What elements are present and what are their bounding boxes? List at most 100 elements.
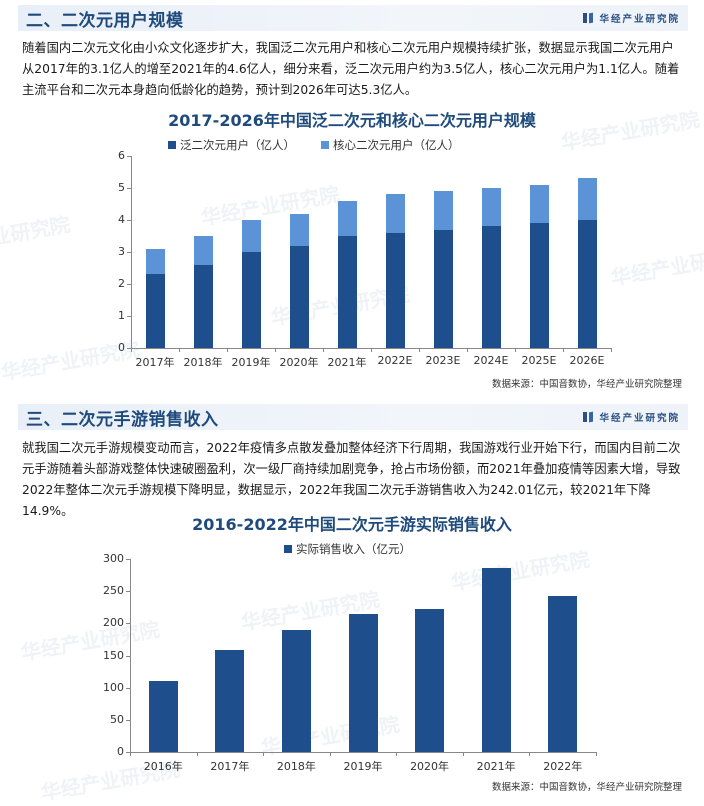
bar [193, 236, 213, 265]
bar [548, 596, 578, 752]
y-tick [127, 316, 131, 317]
bar [348, 613, 378, 752]
x-tick [371, 348, 372, 352]
x-tick-label: 2026E [569, 354, 605, 367]
x-tick-label: 2025E [521, 354, 557, 367]
x-tick [529, 752, 531, 756]
section-header-mobile-game-revenue: 三、二次元手游销售收入 华经产业研究院 [18, 404, 688, 430]
x-tick [515, 348, 516, 352]
watermark: 业研究院 [0, 212, 72, 250]
y-tick-label: 250 [103, 584, 124, 598]
x-tick [419, 348, 420, 352]
bar [148, 681, 178, 752]
x-tick [131, 348, 132, 352]
legend-label: 泛二次元用户（亿人） [180, 138, 295, 152]
x-tick-label: 2021年 [327, 356, 367, 369]
y-tick [126, 623, 130, 625]
y-tick-label: 5 [118, 181, 125, 194]
x-tick-label: 2018年 [183, 356, 223, 369]
watermark: 华经产业研究院 [609, 242, 704, 290]
y-tick [126, 559, 130, 560]
chart-legend: 实际销售收入（亿元） [284, 541, 411, 557]
x-tick-label: 2018年 [276, 760, 316, 773]
section-paragraph: 随着国内二次元文化由小众文化逐步扩大，我国泛二次元用户和核心二次元用户规模持续扩… [22, 41, 680, 97]
x-tick-label: 2019年 [231, 356, 271, 369]
chart-title: 2016-2022年中国二次元手游实际销售收入 [192, 515, 512, 534]
x-tick [467, 348, 468, 352]
x-tick-label: 2020年 [410, 760, 450, 773]
bar [385, 194, 405, 233]
legend-swatch [168, 141, 176, 149]
bar [241, 252, 261, 348]
bar [145, 248, 165, 275]
y-tick-label: 0 [117, 745, 124, 758]
watermark: 华经产业研究院 [19, 617, 162, 665]
x-tick-label: 2022年 [543, 760, 583, 773]
x-tick [329, 752, 331, 756]
y-tick-label: 50 [110, 712, 124, 726]
x-tick-label: 2024E [473, 354, 509, 367]
brand-logo: 华经产业研究院 [583, 410, 680, 424]
brand-name: 华经产业研究院 [599, 413, 680, 424]
x-tick [179, 348, 180, 352]
y-tick-label: 100 [103, 680, 124, 694]
bar [481, 568, 511, 752]
bar [289, 213, 309, 246]
y-tick [127, 252, 131, 253]
x-tick-label: 2023E [425, 354, 461, 367]
y-tick-label: 4 [118, 213, 125, 226]
bar [289, 245, 309, 348]
x-tick-label: 2017年 [210, 760, 250, 773]
legend-item: 泛二次元用户（亿人） [168, 137, 295, 153]
bar [529, 223, 549, 348]
brand-icon [583, 13, 593, 23]
bar [215, 649, 245, 752]
bar [529, 184, 549, 224]
x-axis [130, 752, 596, 753]
x-tick [275, 348, 276, 352]
legend-label: 实际销售收入（亿元） [296, 542, 411, 556]
y-tick [126, 591, 130, 593]
y-tick [126, 655, 130, 657]
y-tick [126, 719, 130, 721]
legend-item: 实际销售收入（亿元） [284, 541, 411, 557]
x-tick [563, 348, 564, 352]
y-tick-label: 2 [118, 277, 125, 290]
bar [433, 229, 453, 348]
bar [281, 629, 311, 752]
x-tick [323, 348, 324, 352]
brand-logo: 华经产业研究院 [583, 11, 680, 25]
x-tick-label: 2017年 [135, 356, 175, 369]
chart-title: 2017-2026年中国泛二次元和核心二次元用户规模 [168, 111, 536, 130]
y-tick-label: 300 [103, 552, 124, 565]
x-tick-label: 2021年 [476, 760, 516, 773]
data-source: 数据来源：中国音数协，华经产业研究院整理 [491, 379, 682, 390]
bar [481, 226, 501, 348]
legend-item: 核心二次元用户（亿人） [321, 137, 460, 153]
legend-label: 核心二次元用户（亿人） [333, 138, 460, 152]
x-tick [196, 752, 198, 756]
legend-swatch [321, 141, 329, 149]
x-tick [462, 752, 464, 756]
section-title: 二、二次元用户规模 [26, 10, 184, 31]
bar [433, 191, 453, 230]
watermark: 华经产业研究院 [449, 547, 592, 595]
y-tick-label: 200 [103, 616, 124, 630]
y-axis [131, 156, 132, 348]
bar [337, 200, 357, 236]
bar [337, 236, 357, 348]
bar [415, 609, 445, 752]
x-tick-label: 2019年 [343, 760, 383, 773]
x-tick-label: 2020年 [279, 356, 319, 369]
section-title: 三、二次元手游销售收入 [26, 409, 219, 430]
y-axis [130, 559, 131, 752]
brand-name: 华经产业研究院 [599, 14, 680, 25]
x-tick-label: 2022E [377, 354, 413, 367]
section-header-user-scale: 二、二次元用户规模 华经产业研究院 [18, 5, 688, 31]
x-tick [263, 752, 265, 756]
x-tick [611, 348, 612, 352]
y-tick-label: 1 [118, 309, 125, 322]
x-tick [227, 348, 228, 352]
legend-swatch [284, 545, 292, 553]
y-tick [126, 752, 130, 753]
